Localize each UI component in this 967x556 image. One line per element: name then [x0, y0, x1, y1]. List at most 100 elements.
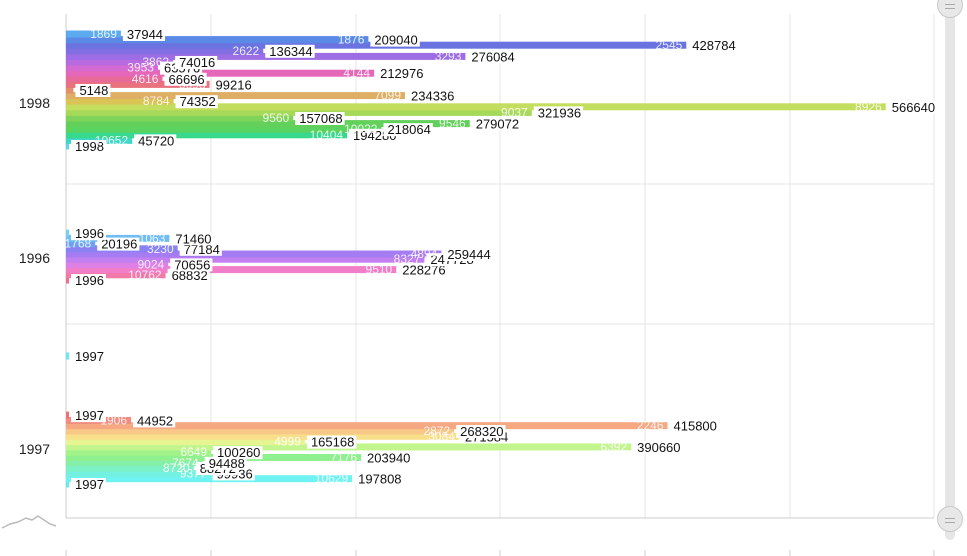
category-axis: 1998 1996 1997 [19, 95, 50, 457]
bar [66, 97, 174, 105]
bar-value-label: 99216 [216, 77, 252, 92]
bar-inner-label: 6392 [600, 440, 627, 454]
bar-value-label-bg [170, 258, 213, 272]
bar-value-label-bg [471, 117, 522, 131]
bar-inner-label: 9546 [439, 117, 466, 131]
bar-inner-label: 10404 [310, 128, 344, 142]
bar [66, 47, 264, 55]
bar [66, 92, 406, 100]
bar-value-label: 77184 [184, 242, 220, 257]
data-zoom-top-handle[interactable] [937, 0, 963, 18]
data-zoom-preview-icon [1, 515, 57, 529]
bar-value-label-bg [295, 112, 345, 125]
bar-value-label: 234336 [411, 89, 454, 104]
bar [66, 80, 210, 88]
bar-inner-label: 9510 [366, 263, 393, 277]
bar-value-label-bg [669, 419, 719, 433]
data-zoom-track[interactable] [945, 0, 955, 540]
category-label: 1998 [19, 95, 50, 111]
bar-value-label: 44952 [137, 413, 173, 428]
bar-value-label: 5148 [79, 83, 108, 98]
bar-inner-label: 3084 [428, 429, 455, 443]
bar-inner-label: 4999 [274, 435, 301, 449]
bar-value-label-bg [306, 435, 357, 449]
bar-value-label: 321936 [538, 105, 581, 120]
bar [66, 30, 121, 38]
bar [66, 459, 203, 467]
bar-inner-label: 8327 [394, 252, 421, 266]
bar-value-label: 259444 [447, 247, 490, 262]
bar [66, 114, 294, 122]
bar [66, 475, 353, 483]
bar-value-label: 74016 [179, 55, 215, 70]
bar-value-label-bg [213, 446, 263, 460]
bar [66, 69, 375, 77]
bar-value-label: 1997 [75, 477, 104, 492]
bar [66, 36, 369, 44]
bar [66, 125, 382, 133]
bar-value-label-bg [179, 242, 222, 256]
data-zoom-bottom-handle[interactable] [937, 506, 963, 532]
bar-inner-label: 3293 [435, 49, 462, 63]
bar-value-label: 203940 [367, 451, 410, 466]
bar [66, 240, 96, 248]
data-zoom-slider[interactable] [936, 0, 964, 556]
bar-value-label-bg [133, 414, 176, 428]
bar-value-label: 66696 [168, 72, 204, 87]
bar-value-label: 566640 [892, 100, 935, 115]
bar-inner-label: 8720 [163, 461, 190, 475]
bar-value-label: 136344 [269, 44, 312, 59]
bar-inner-label: 10629 [315, 472, 349, 486]
bar-value-label-bg [97, 237, 140, 251]
bar-value-label: 100260 [217, 445, 260, 460]
bar-value-label-bg [467, 50, 517, 64]
bar-value-label-bg [175, 56, 218, 69]
bar [66, 229, 69, 237]
bar [66, 271, 166, 279]
bar-value-label: 71460 [175, 231, 211, 246]
bar-value-label-bg [75, 84, 111, 97]
bar-inner-label: 3230 [147, 242, 174, 256]
bar-value-label: 1997 [75, 349, 104, 364]
bar [66, 422, 668, 430]
bar-inner-label: 2545 [656, 38, 683, 52]
bar-value-label: 37944 [127, 27, 163, 42]
bar-inner-label: 7176 [330, 451, 357, 465]
bar-inner-label: 3862 [142, 55, 169, 69]
bar-value-label-bg [376, 67, 426, 81]
bar [66, 427, 455, 435]
bar-inner-label: 9024 [138, 257, 165, 271]
bar-inner-label: 1876 [338, 33, 365, 47]
bar-value-label-bg [456, 425, 506, 438]
bar-value-label: 268320 [460, 424, 503, 439]
bar-value-label-bg [443, 248, 493, 261]
bar-value-label-bg [175, 95, 218, 109]
bar-inner-label: 2246 [637, 419, 664, 433]
bar [66, 142, 69, 150]
bar [66, 411, 69, 419]
bar-value-label: 70656 [174, 257, 210, 272]
bar [66, 86, 74, 94]
bar-inner-label: 10762 [128, 268, 162, 282]
bar-value-label-bg [265, 44, 315, 58]
bar [66, 469, 211, 477]
bar [66, 276, 69, 284]
bar-value-label: 390660 [637, 440, 680, 455]
bar-value-label: 212976 [380, 66, 423, 81]
bar-inner-label: 10652 [95, 133, 129, 147]
bar-inner-label: 10022 [344, 122, 378, 136]
bar-value-label-bg [71, 227, 106, 241]
bar-value-label-bg [398, 263, 448, 277]
bar-value-label: 218064 [387, 122, 430, 137]
bar [66, 352, 69, 360]
bar-value-label-bg [71, 140, 106, 153]
bar-value-label-bg [71, 409, 106, 423]
bar [66, 250, 442, 258]
bar-value-label: 157068 [299, 111, 342, 126]
bar-inner-label: 6649 [180, 445, 207, 459]
bar-value-label-bg [533, 106, 584, 120]
bar-value-label-bg [71, 478, 106, 491]
bar [66, 432, 459, 440]
bar [66, 480, 69, 488]
